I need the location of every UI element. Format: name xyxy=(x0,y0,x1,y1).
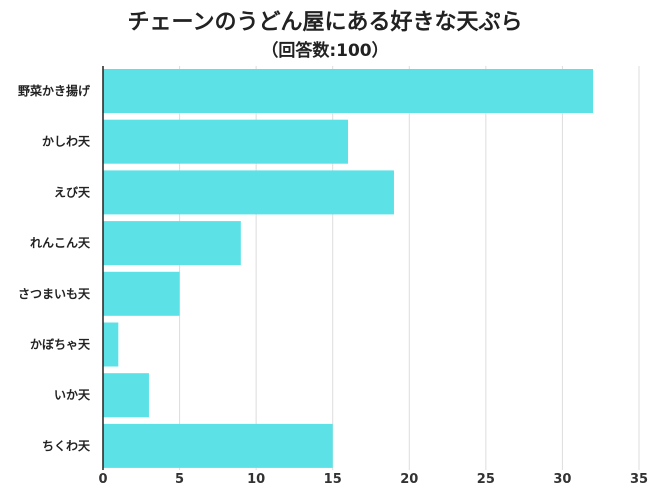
x-tick-label-0: 0 xyxy=(98,472,107,487)
category-label-1: かしわ天 xyxy=(42,135,91,149)
x-tick-label-15: 15 xyxy=(324,472,342,487)
chart-title: チェーンのうどん屋にある好きな天ぷら xyxy=(127,10,523,35)
x-tick-label-10: 10 xyxy=(247,472,265,487)
category-label-7: ちくわ天 xyxy=(42,439,91,453)
bar-7 xyxy=(103,423,333,468)
x-tick-label-35: 35 xyxy=(630,472,648,487)
bar-3 xyxy=(103,221,241,266)
x-tick-label-30: 30 xyxy=(553,472,571,487)
category-label-3: れんこん天 xyxy=(30,236,91,250)
category-label-6: いか天 xyxy=(54,388,91,402)
bar-1 xyxy=(103,119,349,164)
x-tick-label-5: 5 xyxy=(175,472,184,487)
chart-subtitle: （回答数:100） xyxy=(261,41,389,61)
bar-0 xyxy=(103,69,594,113)
category-label-2: えび天 xyxy=(54,184,91,199)
bar-2 xyxy=(103,170,394,215)
bar-6 xyxy=(103,373,149,418)
bar-4 xyxy=(103,271,180,316)
category-label-4: さつまいも天 xyxy=(18,287,91,301)
category-label-0: 野菜かき揚げ xyxy=(18,83,91,98)
category-label-5: かぼちゃ天 xyxy=(30,338,91,352)
bar-5 xyxy=(103,322,119,367)
x-tick-label-20: 20 xyxy=(400,472,418,487)
x-tick-label-25: 25 xyxy=(477,472,495,487)
